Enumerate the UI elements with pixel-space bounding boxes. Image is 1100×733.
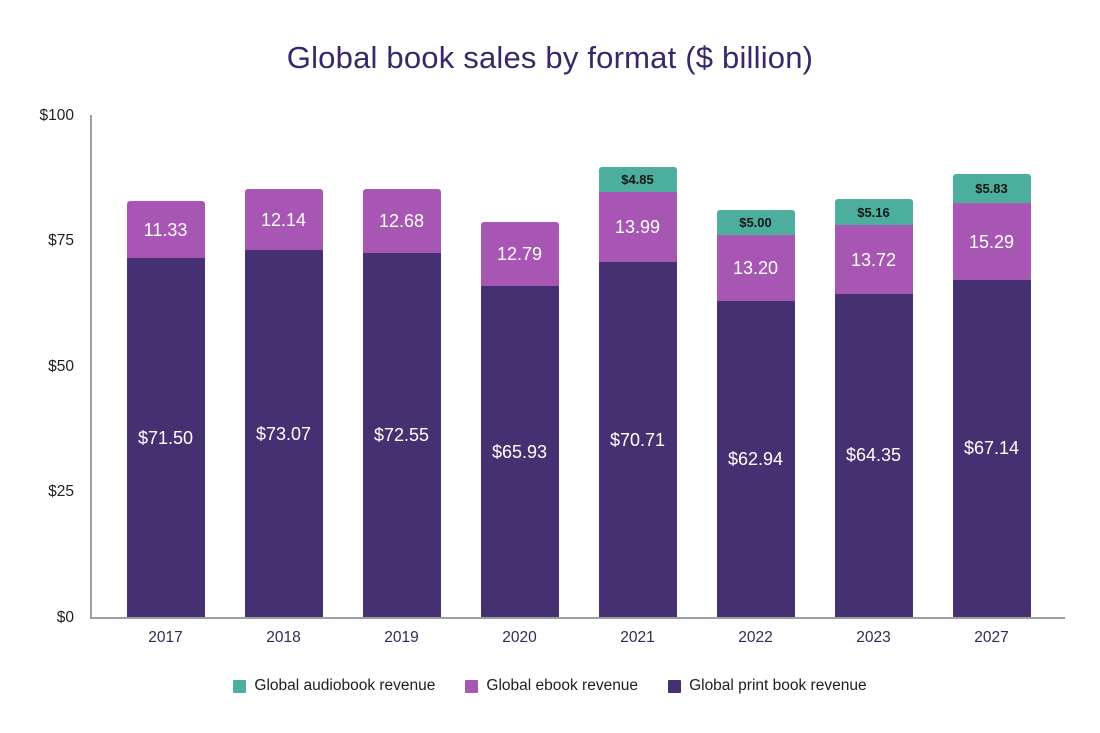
bar-value-label: 13.72 [850,249,897,270]
legend-swatch-audiobook [233,679,247,693]
y-axis: $0 $25 $50 $75 $100 [0,107,80,624]
bar-value-label: 12.68 [378,210,425,231]
bar-segment-print: $70.71 [598,262,677,617]
x-tick-label: 2020 [502,629,537,646]
bar-segment-ebook: 11.33 [126,201,205,259]
bar-value-label: $71.50 [137,427,194,448]
y-tick-label: $25 [48,482,74,500]
legend-item-audiobook: Global audiobook revenue [233,677,435,695]
bar-value-label: 15.29 [968,231,1015,252]
x-tick-label: 2021 [620,629,655,646]
bar-value-label: $65.93 [491,441,548,462]
legend: Global audiobook revenue Global ebook rev… [0,677,1100,695]
bar-value-label: $4.85 [621,172,654,188]
bar-segment-print: $62.94 [716,301,795,617]
bar-value-label: $62.94 [727,449,784,470]
bar-2027: $5.83 15.29 $67.14 [952,173,1031,617]
bar-value-label: $5.00 [739,214,772,230]
legend-label: Global print book revenue [689,677,867,694]
bar-segment-ebook: 12.68 [362,189,441,253]
legend-item-ebook: Global ebook revenue [465,677,638,695]
x-tick-label: 2022 [738,629,773,646]
x-axis: 2017 2018 2019 2020 2021 2022 2023 2027 [92,629,1065,647]
bar-segment-print: $65.93 [480,286,559,617]
bar-2018: 12.14 $73.07 [244,189,323,617]
legend-item-print: Global print book revenue [668,677,867,695]
legend-label: Global audiobook revenue [254,677,436,694]
legend-swatch-ebook [465,679,479,693]
y-tick-label: $50 [48,357,74,375]
bar-segment-print: $67.14 [952,279,1031,617]
bar-2017: 11.33 $71.50 [126,201,205,617]
bar-value-label: $5.83 [975,181,1008,197]
bar-segment-ebook: 12.79 [480,221,559,287]
bar-value-label: 13.20 [732,257,779,278]
bar-segment-print: $64.35 [834,293,913,617]
bar-value-label: 12.79 [496,243,543,264]
bars: 11.33 $71.50 12.14 $73.07 12.68 $72.55 12.79 $6… [92,115,1065,617]
bar-2023: $5.16 13.72 $64.35 [834,199,913,617]
y-tick-label: $100 [39,106,74,124]
y-tick-label: $0 [56,608,74,626]
bar-segment-ebook: 13.20 [716,234,795,302]
chart-title: Global book sales by format ($ billion) [286,40,814,75]
bar-2019: 12.68 $72.55 [362,189,441,617]
x-tick-label: 2019 [384,629,419,646]
bar-segment-ebook: 12.14 [244,189,323,251]
bar-value-label: 11.33 [143,219,188,240]
bar-2021: $4.85 13.99 $70.71 [598,167,677,617]
bar-segment-audiobook: $5.00 [716,209,795,235]
bar-segment-print: $72.55 [362,252,441,617]
bar-value-label: $73.07 [255,423,312,444]
x-tick-label: 2023 [856,629,891,646]
bar-segment-ebook: 15.29 [952,203,1031,280]
legend-swatch-print [668,679,682,693]
bar-2020: 12.79 $65.93 [480,221,559,617]
bar-segment-audiobook: $5.16 [834,199,913,226]
bar-segment-audiobook: $5.83 [952,173,1031,204]
bar-value-label: $72.55 [373,424,430,445]
x-tick-label: 2027 [974,629,1009,646]
bar-segment-ebook: 13.99 [598,191,677,263]
legend-label: Global ebook revenue [486,677,639,694]
bar-value-label: $64.35 [845,445,902,466]
bar-value-label: 13.99 [614,216,661,237]
bar-value-label: 12.14 [260,209,307,230]
x-tick-label: 2017 [148,629,183,646]
bar-segment-audiobook: $4.85 [598,167,677,192]
bar-value-label: $5.16 [857,204,890,220]
bar-segment-ebook: 13.72 [834,225,913,294]
bar-segment-print: $73.07 [244,250,323,617]
bar-value-label: $70.71 [609,429,666,450]
x-tick-label: 2018 [266,629,301,646]
plot-area: 11.33 $71.50 12.14 $73.07 12.68 $72.55 12.79 $6… [90,115,1065,619]
bar-segment-print: $71.50 [126,258,205,617]
y-tick-label: $75 [48,231,74,249]
bar-value-label: $67.14 [963,438,1020,459]
bar-2022: $5.00 13.20 $62.94 [716,209,795,617]
